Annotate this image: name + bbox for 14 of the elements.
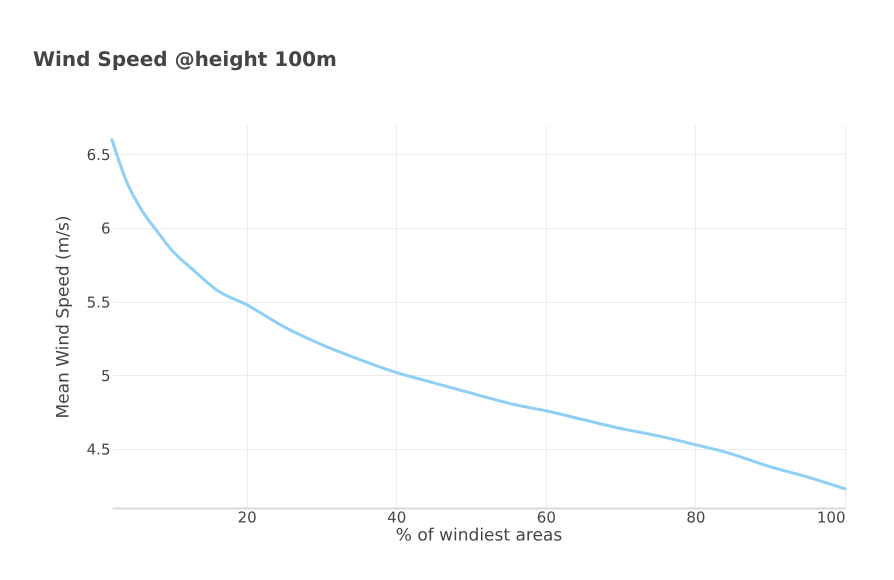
y-tick-label: 5.5	[86, 293, 110, 312]
x-tick-label: 20	[238, 508, 257, 526]
x-tick-label: 80	[686, 508, 706, 526]
x-tick-label: 40	[387, 508, 406, 526]
y-axis-title: Mean Wind Speed (m/s)	[54, 216, 74, 418]
line-series	[110, 138, 846, 490]
chart-title: Wind Speed @height 100m	[33, 47, 337, 71]
x-axis-title: % of windiest areas	[396, 526, 562, 546]
y-tick-label: 6.5	[86, 146, 110, 164]
y-tick-label: 5	[100, 366, 110, 385]
x-tick-label: 100	[816, 508, 846, 526]
y-tick-label: 6	[100, 220, 110, 238]
x-tick-label: 60	[536, 508, 556, 526]
y-tick-label: 4.5	[86, 440, 110, 459]
